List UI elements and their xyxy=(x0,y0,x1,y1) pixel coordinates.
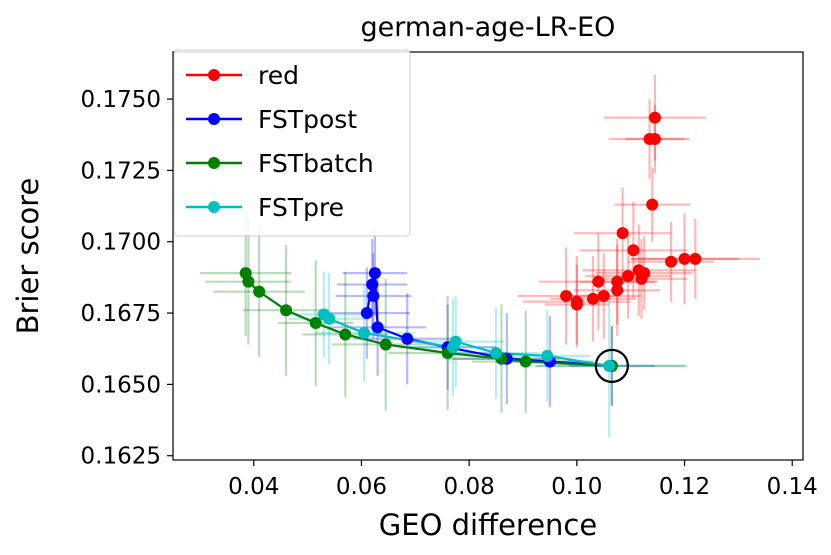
red-point xyxy=(616,227,629,240)
red-point xyxy=(627,244,640,257)
red-point xyxy=(570,298,583,311)
red-point xyxy=(648,133,661,146)
fstbatch-point xyxy=(309,317,322,330)
x-tick-label: 0.14 xyxy=(767,474,818,500)
chart-title: german-age-LR-EO xyxy=(361,12,616,43)
y-tick-label: 0.1750 xyxy=(81,87,161,113)
fstbatch-point xyxy=(253,285,266,298)
fstpre-point xyxy=(358,327,371,340)
highlight-circle xyxy=(594,348,629,383)
legend-box xyxy=(173,49,411,237)
fstpost-point xyxy=(360,307,373,320)
red-point xyxy=(611,284,624,297)
fstpre-point xyxy=(490,347,503,360)
x-tick-label: 0.06 xyxy=(336,474,387,500)
fstpost-point xyxy=(368,267,381,280)
fstpost-point xyxy=(401,332,414,345)
red-point xyxy=(587,292,599,305)
red-point xyxy=(592,275,605,288)
red-point xyxy=(648,111,661,124)
fstpost-point xyxy=(367,289,380,302)
legend-fstbatch-marker xyxy=(208,157,220,169)
fstbatch-point xyxy=(339,328,352,341)
legend-fstpost-marker xyxy=(208,113,220,125)
red-point xyxy=(665,255,678,268)
fstbatch-point xyxy=(242,275,255,288)
red-point xyxy=(611,275,624,288)
y-axis: 0.1625 0.1650 0.1675 0.1700 0.1725 0.1750 xyxy=(81,87,173,470)
red-point xyxy=(678,252,691,265)
y-tick-label: 0.1625 xyxy=(81,444,161,470)
x-tick-label: 0.04 xyxy=(228,474,279,500)
red-point xyxy=(646,198,659,211)
y-tick-label: 0.1675 xyxy=(81,301,161,327)
legend: red FSTpost FSTbatch FSTpre xyxy=(173,49,411,237)
x-tick-label: 0.10 xyxy=(551,474,602,500)
legend-red-label: red xyxy=(258,61,299,90)
legend-fstpre-label: FSTpre xyxy=(258,193,344,222)
fstpre-point xyxy=(447,341,459,354)
fstpost-point xyxy=(366,278,379,291)
x-axis: 0.04 0.06 0.08 0.10 0.12 0.14 xyxy=(228,460,818,500)
red-point xyxy=(689,252,702,265)
fstpre-point xyxy=(323,312,336,325)
fstpre-point xyxy=(541,349,554,362)
plot-area xyxy=(172,51,804,461)
legend-fstpost-label: FSTpost xyxy=(258,105,357,134)
y-tick-label: 0.1725 xyxy=(81,158,161,184)
fstpost-point xyxy=(371,321,384,334)
y-axis-label: Brier score xyxy=(11,178,45,335)
legend-fstbatch-label: FSTbatch xyxy=(258,149,374,178)
fstbatch-point xyxy=(519,355,532,368)
red-point xyxy=(622,269,634,282)
x-axis-label: GEO difference xyxy=(379,508,597,542)
plot-frame xyxy=(172,51,804,461)
fstbatch-point xyxy=(280,304,293,317)
red-point xyxy=(597,289,610,302)
legend-red-marker xyxy=(208,69,220,81)
x-tick-label: 0.12 xyxy=(659,474,710,500)
x-tick-label: 0.08 xyxy=(444,474,495,500)
red-point xyxy=(638,267,651,280)
fstbatch-point xyxy=(379,338,392,351)
fstpre-point xyxy=(603,359,616,372)
red-point xyxy=(560,289,573,302)
y-tick-label: 0.1700 xyxy=(81,230,161,256)
y-tick-label: 0.1650 xyxy=(81,372,161,398)
legend-fstpre-marker xyxy=(208,201,220,213)
